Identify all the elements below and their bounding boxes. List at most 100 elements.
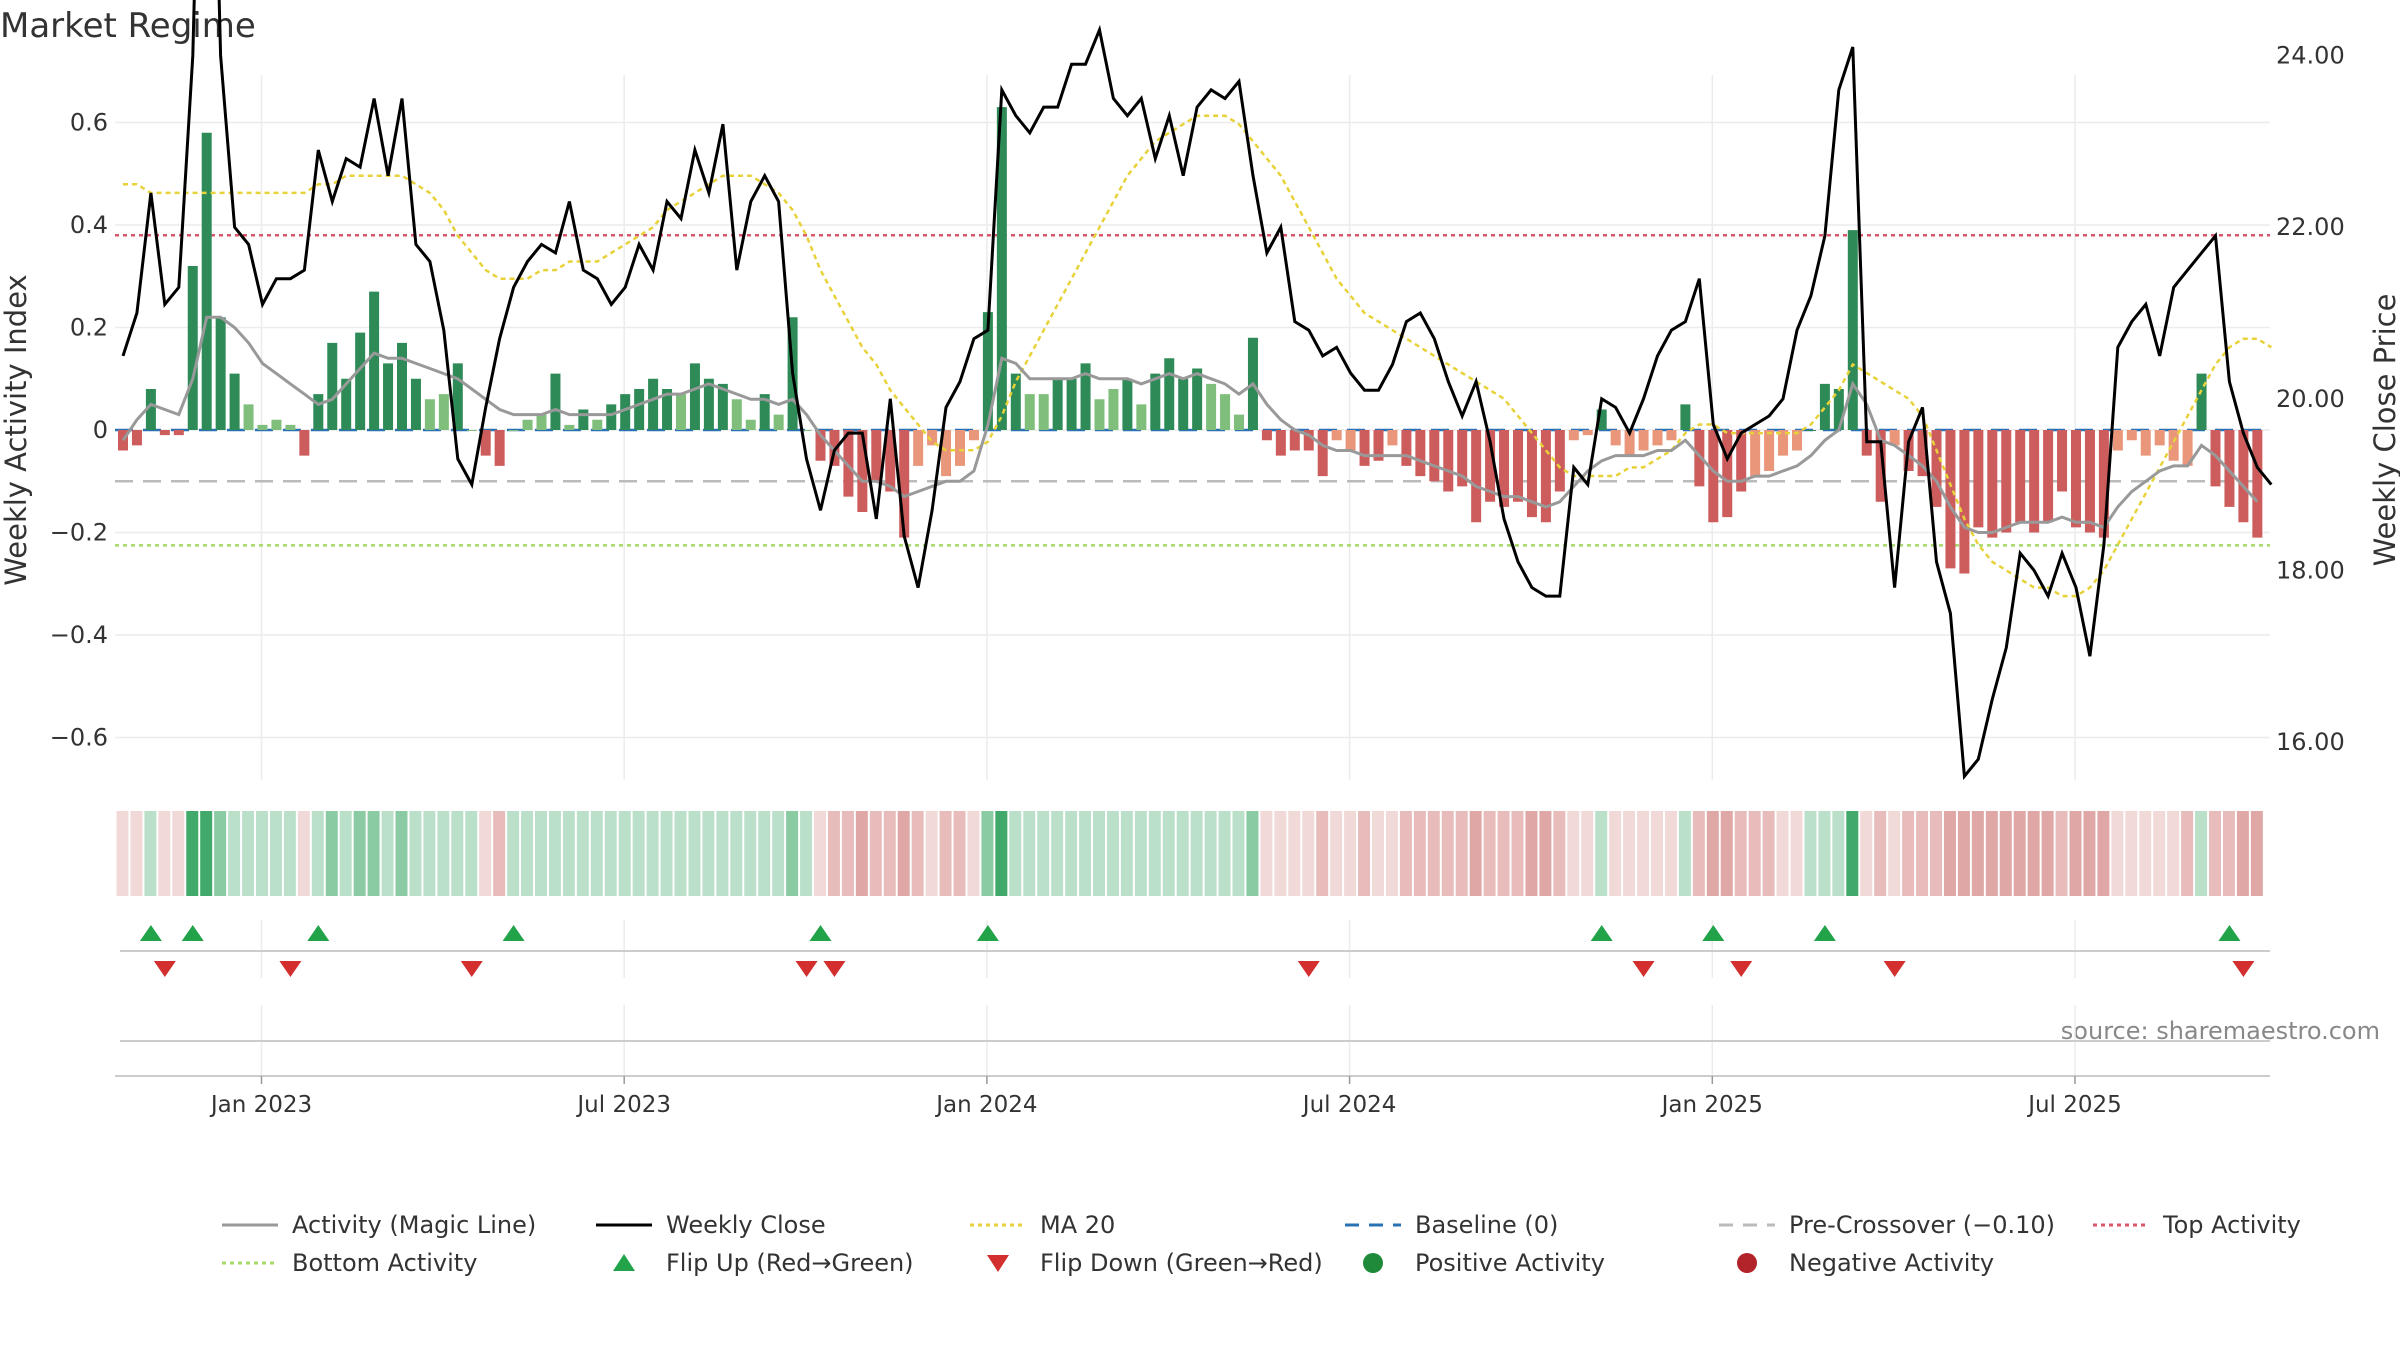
regime-cell [1148, 811, 1161, 896]
regime-cell [1106, 811, 1119, 896]
regime-cell [423, 811, 436, 896]
activity-bar [1638, 430, 1649, 451]
regime-cell [1344, 811, 1357, 896]
flip-down-marker [153, 961, 176, 977]
regime-cell [1120, 811, 1133, 896]
activity-bar [648, 378, 659, 430]
legend-swatch-triangle-down [987, 1255, 1009, 1272]
legend-label: Positive Activity [1415, 1249, 1605, 1277]
activity-bar [1847, 230, 1858, 430]
activity-bar [2015, 430, 2026, 523]
activity-bar [1973, 430, 1984, 528]
activity-bar [173, 430, 184, 436]
activity-bar [480, 430, 491, 456]
weekly-close-line [121, 0, 2273, 781]
activity-bar [1875, 430, 1886, 502]
legend-item: Top Activity [2093, 1211, 2301, 1239]
regime-cell [409, 811, 422, 896]
regime-cell [2097, 811, 2110, 896]
regime-cell [897, 811, 910, 896]
flip-down-marker [823, 961, 846, 977]
activity-bar [201, 132, 212, 430]
activity-bar [257, 424, 268, 430]
regime-strip [116, 811, 2263, 896]
activity-bar [2084, 430, 2095, 533]
regime-cell [1204, 811, 1217, 896]
magic-line [121, 315, 2259, 534]
activity-bar [438, 394, 449, 430]
activity-bar [1666, 430, 1677, 441]
activity-bar [215, 317, 226, 430]
activity-bar [1066, 378, 1077, 430]
activity-bar [592, 419, 603, 430]
activity-bar [229, 373, 240, 430]
flip-down-marker [279, 961, 302, 977]
regime-cell [1651, 811, 1663, 896]
activity-bar [1094, 399, 1105, 430]
legend-item: Flip Down (Green→Red) [987, 1249, 1323, 1277]
regime-cell [1999, 811, 2012, 896]
activity-bar [1010, 373, 1021, 430]
flip-up-marker [502, 925, 525, 941]
regime-cell [1888, 811, 1901, 896]
regime-cell [2041, 811, 2054, 896]
activity-bar [689, 363, 700, 430]
regime-cell [493, 811, 506, 896]
activity-bar [1359, 430, 1370, 466]
regime-cell [814, 811, 826, 896]
flip-up-marker [181, 925, 204, 941]
legend-label: Top Activity [2162, 1211, 2301, 1239]
activity-bar [424, 399, 435, 430]
activity-bar [1778, 430, 1789, 456]
legend-label: Weekly Close [666, 1211, 826, 1239]
activity-bar [1540, 430, 1551, 523]
regime-cell [1734, 811, 1747, 896]
regime-cell [1664, 811, 1677, 896]
regime-cell [911, 811, 924, 896]
regime-cell [2055, 811, 2068, 896]
activity-bar [871, 430, 882, 482]
regime-cell [1037, 811, 1050, 896]
regime-cell [1832, 811, 1845, 896]
regime-cell [437, 811, 450, 896]
activity-bar [383, 363, 394, 430]
regime-cell [395, 811, 408, 896]
activity-bar [913, 430, 924, 466]
activity-bar [1554, 430, 1565, 492]
activity-bar [927, 430, 938, 446]
regime-cell [2209, 811, 2221, 896]
activity-bar [131, 430, 142, 446]
legend-label: MA 20 [1040, 1211, 1115, 1239]
activity-bar [885, 430, 896, 492]
regime-cell [1134, 811, 1147, 896]
regime-cell [1246, 811, 1259, 896]
activity-bar [1722, 430, 1733, 518]
chart-title: Market Regime [0, 6, 256, 46]
activity-bar [1526, 430, 1537, 518]
regime-cell [841, 811, 854, 896]
regime-cell [1846, 811, 1859, 896]
regime-cell [1623, 811, 1636, 896]
activity-bars [118, 107, 2263, 574]
regime-cell [1637, 811, 1650, 896]
regime-cell [883, 811, 896, 896]
y-tick-label-left: −0.4 [50, 621, 108, 649]
activity-bar [327, 342, 338, 430]
regime-cell [1678, 811, 1691, 896]
flip-up-marker [976, 925, 999, 941]
regime-cell [1790, 811, 1803, 896]
regime-cell [1706, 811, 1719, 896]
regime-cell [1176, 811, 1189, 896]
activity-bar [578, 409, 589, 430]
legend-label: Activity (Magic Line) [292, 1211, 536, 1239]
activity-bar [2112, 430, 2123, 451]
activity-bar [397, 342, 407, 430]
legend-item: MA 20 [970, 1211, 1115, 1239]
legend-label: Flip Up (Red→Green) [666, 1249, 914, 1277]
flip-up-marker [1590, 925, 1613, 941]
y-tick-label-right: 22.00 [2276, 213, 2345, 241]
activity-bar [1652, 430, 1663, 446]
activity-bar [1596, 409, 1607, 430]
regime-cell [800, 811, 813, 896]
